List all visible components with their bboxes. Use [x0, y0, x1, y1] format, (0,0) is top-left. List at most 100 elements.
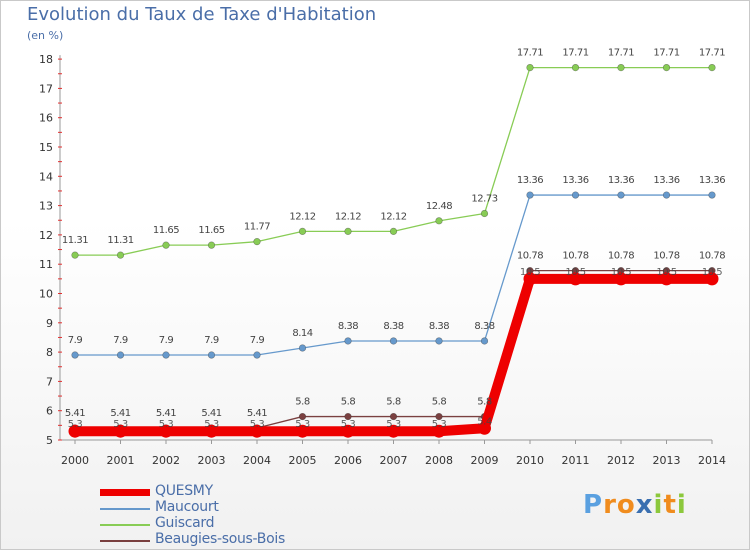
data-point-guiscard — [344, 227, 352, 235]
data-label: 5.41 — [201, 408, 221, 419]
data-label: 10.78 — [699, 251, 725, 262]
data-label: 5.3 — [386, 419, 401, 430]
data-label: 5.8 — [477, 397, 492, 408]
data-label: 11.65 — [153, 225, 179, 236]
legend-swatch — [100, 489, 150, 496]
data-point-beaugies-sous-bois — [344, 412, 352, 421]
data-label: 10.78 — [517, 251, 543, 262]
x-tick-label: 2004 — [243, 454, 271, 467]
data-point-maucourt — [480, 337, 489, 345]
legend-label: Maucourt — [155, 499, 219, 515]
data-label: 17.71 — [562, 48, 588, 59]
data-label: 13.36 — [653, 175, 679, 186]
data-point-beaugies-sous-bois — [298, 412, 307, 421]
data-point-guiscard — [480, 209, 489, 218]
y-tick-label: 11 — [39, 258, 53, 271]
logo-letter: t — [663, 490, 677, 520]
data-label: 12.73 — [471, 194, 497, 205]
x-tick-label: 2008 — [425, 454, 453, 467]
legend-label: QUESMY — [155, 483, 213, 499]
data-label: 7.9 — [113, 335, 128, 346]
logo-letter: o — [616, 490, 636, 520]
data-label: 5.3 — [295, 419, 310, 430]
logo-letter: i — [653, 490, 664, 520]
data-point-quesmy — [432, 424, 446, 438]
y-tick-label: 9 — [46, 317, 53, 330]
data-point-maucourt — [435, 337, 443, 345]
data-label: 17.71 — [608, 48, 634, 59]
data-label: 10.5 — [656, 267, 676, 278]
data-label: 17.71 — [653, 48, 679, 59]
y-tick-label: 13 — [39, 200, 53, 213]
x-tick-label: 2002 — [152, 454, 180, 467]
y-tick-label: 18 — [39, 53, 53, 66]
data-point-quesmy — [68, 424, 82, 438]
x-tick-label: 2000 — [61, 454, 89, 467]
data-point-maucourt — [298, 344, 307, 352]
data-point-guiscard — [162, 241, 170, 249]
data-point-quesmy — [387, 424, 400, 438]
x-tick-label: 2001 — [107, 454, 135, 467]
y-tick-label: 10 — [39, 288, 53, 301]
data-label: 5.3 — [341, 419, 356, 430]
data-label: 11.65 — [198, 225, 224, 236]
data-label: 7.9 — [68, 335, 83, 346]
data-point-quesmy — [614, 272, 628, 286]
data-point-guiscard — [71, 251, 79, 259]
data-label: 5.3 — [159, 419, 174, 430]
legend-label: Beaugies-sous-Bois — [155, 531, 285, 547]
data-point-maucourt — [207, 351, 216, 359]
y-tick-label: 7 — [46, 375, 53, 388]
y-tick-label: 16 — [39, 112, 53, 125]
data-label: 12.12 — [335, 211, 361, 222]
y-tick-label: 5 — [46, 434, 53, 447]
data-label: 7.9 — [204, 335, 219, 346]
x-tick-label: 2011 — [562, 454, 590, 467]
data-label: 5.8 — [295, 397, 310, 408]
y-tick-label: 15 — [39, 141, 53, 154]
y-tick-label: 12 — [39, 229, 53, 242]
y-tick-label: 17 — [39, 82, 53, 95]
data-point-guiscard — [389, 227, 398, 235]
data-label: 5.4 — [477, 416, 492, 427]
data-point-guiscard — [708, 63, 716, 72]
x-tick-label: 2006 — [334, 454, 362, 467]
data-point-maucourt — [344, 337, 352, 345]
data-label: 7.9 — [159, 335, 174, 346]
x-tick-label: 2013 — [653, 454, 681, 467]
data-point-guiscard — [617, 63, 625, 72]
data-label: 10.5 — [611, 267, 631, 278]
data-label: 12.12 — [380, 211, 406, 222]
logo-letter: r — [603, 490, 617, 520]
data-label: 10.78 — [562, 251, 588, 262]
data-point-quesmy — [205, 424, 218, 438]
series-layer — [68, 63, 719, 438]
data-label: 10.5 — [702, 267, 722, 278]
x-tick-label: 2010 — [516, 454, 544, 467]
data-point-maucourt — [708, 191, 716, 199]
data-point-quesmy — [569, 272, 582, 286]
data-point-guiscard — [116, 251, 125, 259]
data-label: 5.41 — [65, 408, 85, 419]
data-label: 10.5 — [565, 267, 585, 278]
data-label: 5.3 — [68, 419, 83, 430]
y-tick-label: 14 — [39, 170, 53, 183]
data-point-maucourt — [526, 191, 534, 199]
data-label: 5.8 — [432, 397, 447, 408]
data-point-maucourt — [162, 351, 170, 359]
data-label: 11.31 — [62, 235, 88, 246]
data-label: 12.12 — [289, 211, 315, 222]
legend-swatch — [100, 524, 150, 526]
proxiti-logo: Proxiti — [583, 490, 687, 520]
legend-label: Guiscard — [155, 515, 215, 531]
data-point-guiscard — [526, 63, 534, 72]
data-point-maucourt — [571, 191, 580, 199]
data-point-guiscard — [207, 241, 216, 249]
data-label: 5.8 — [341, 397, 356, 408]
data-label: 8.38 — [383, 321, 403, 332]
data-label: 10.5 — [520, 267, 540, 278]
data-label: 8.38 — [429, 321, 449, 332]
x-tick-label: 2003 — [198, 454, 226, 467]
data-point-maucourt — [71, 351, 79, 359]
